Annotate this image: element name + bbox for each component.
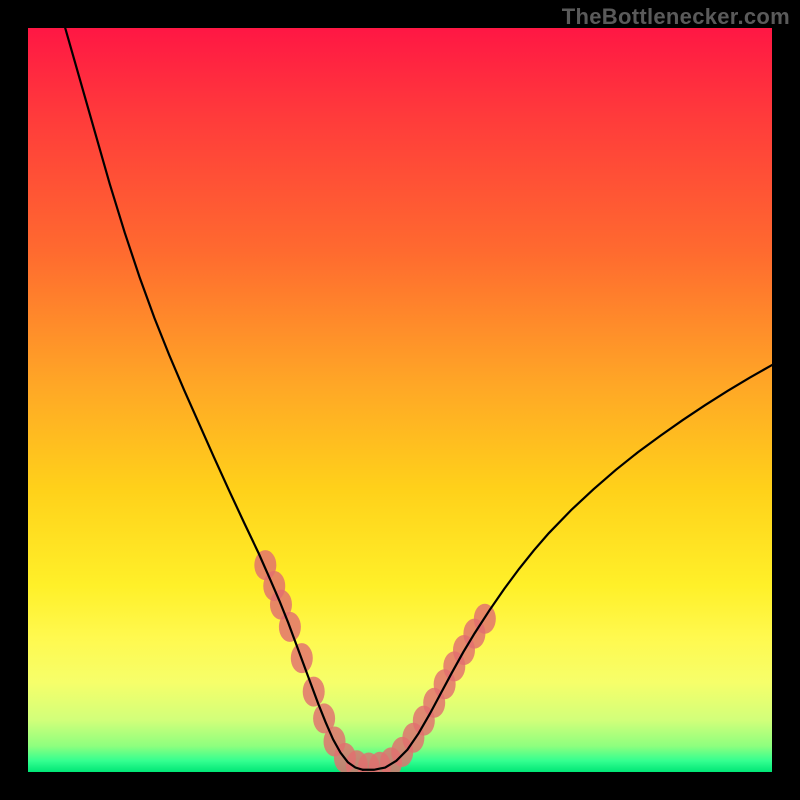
chart-frame: TheBottlenecker.com (0, 0, 800, 800)
plot-area (28, 28, 772, 772)
watermark-text: TheBottlenecker.com (562, 4, 790, 30)
bead-markers (254, 550, 495, 772)
curve-left (65, 28, 363, 770)
curve-layer (28, 28, 772, 772)
